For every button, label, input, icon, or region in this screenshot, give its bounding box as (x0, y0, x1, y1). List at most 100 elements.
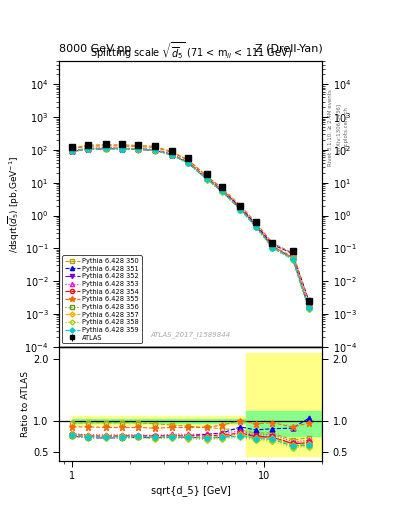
Line: Pythia 6.428 358: Pythia 6.428 358 (70, 147, 311, 311)
Pythia 6.428 352 (104, 146, 108, 152)
Text: Rivet 3.1.10, ≥ 2.4M events: Rivet 3.1.10, ≥ 2.4M events (328, 90, 333, 166)
Pythia 6.428 352 (186, 160, 191, 166)
Pythia 6.428 353 (70, 147, 75, 154)
Pythia 6.428 355 (307, 298, 311, 305)
Pythia 6.428 357 (104, 145, 108, 151)
Pythia 6.428 355 (136, 143, 141, 150)
Pythia 6.428 358 (70, 148, 75, 155)
Line: Pythia 6.428 357: Pythia 6.428 357 (70, 146, 311, 310)
Pythia 6.428 353 (85, 145, 90, 152)
Pythia 6.428 354 (170, 152, 174, 158)
Pythia 6.428 355 (170, 150, 174, 156)
Pythia 6.428 356 (253, 224, 258, 230)
Pythia 6.428 353 (253, 222, 258, 228)
Pythia 6.428 352 (170, 152, 174, 158)
Pythia 6.428 350 (104, 142, 108, 148)
Pythia 6.428 358 (119, 146, 124, 152)
Pythia 6.428 359 (153, 147, 158, 153)
Pythia 6.428 356 (186, 160, 191, 166)
Pythia 6.428 355 (70, 146, 75, 152)
Pythia 6.428 357 (186, 160, 191, 166)
Pythia 6.428 350 (136, 142, 141, 148)
Pythia 6.428 351 (70, 148, 75, 154)
Pythia 6.428 358 (104, 146, 108, 152)
Pythia 6.428 350 (220, 186, 224, 192)
Pythia 6.428 354 (238, 206, 243, 212)
Pythia 6.428 352 (253, 223, 258, 229)
Pythia 6.428 352 (136, 146, 141, 153)
Pythia 6.428 352 (85, 146, 90, 153)
Pythia 6.428 355 (220, 185, 224, 191)
Pythia 6.428 358 (270, 245, 275, 251)
Pythia 6.428 358 (136, 146, 141, 153)
Pythia 6.428 359 (136, 146, 141, 152)
Pythia 6.428 355 (253, 219, 258, 225)
Pythia 6.428 354 (119, 145, 124, 152)
Pythia 6.428 357 (290, 255, 295, 262)
Pythia 6.428 357 (85, 145, 90, 152)
Pythia 6.428 358 (307, 306, 311, 312)
Pythia 6.428 350 (186, 157, 191, 163)
Pythia 6.428 354 (204, 176, 209, 182)
Pythia 6.428 350 (253, 222, 258, 228)
Pythia 6.428 353 (104, 145, 108, 151)
Pythia 6.428 355 (238, 203, 243, 209)
Pythia 6.428 356 (119, 146, 124, 152)
Pythia 6.428 356 (153, 147, 158, 154)
Pythia 6.428 359 (104, 145, 108, 152)
Pythia 6.428 359 (253, 224, 258, 230)
Pythia 6.428 354 (104, 145, 108, 151)
Pythia 6.428 354 (307, 304, 311, 310)
Pythia 6.428 358 (204, 177, 209, 183)
Pythia 6.428 356 (238, 207, 243, 213)
Pythia 6.428 351 (104, 145, 108, 152)
Pythia 6.428 355 (270, 240, 275, 246)
Pythia 6.428 351 (85, 146, 90, 152)
Pythia 6.428 350 (290, 254, 295, 260)
Pythia 6.428 350 (170, 148, 174, 155)
Pythia 6.428 353 (307, 303, 311, 309)
Pythia 6.428 351 (307, 297, 311, 304)
Pythia 6.428 352 (238, 206, 243, 212)
Pythia 6.428 352 (307, 304, 311, 310)
Pythia 6.428 356 (220, 188, 224, 195)
Pythia 6.428 356 (204, 176, 209, 182)
Pythia 6.428 350 (238, 205, 243, 211)
Text: ATLAS_2017_I1589844: ATLAS_2017_I1589844 (151, 331, 231, 338)
Pythia 6.428 353 (220, 187, 224, 193)
Pythia 6.428 351 (170, 152, 174, 158)
Pythia 6.428 354 (220, 187, 224, 194)
Pythia 6.428 356 (170, 152, 174, 158)
Pythia 6.428 359 (70, 148, 75, 154)
Pythia 6.428 350 (307, 303, 311, 309)
Text: Z (Drell-Yan): Z (Drell-Yan) (255, 44, 322, 54)
Pythia 6.428 359 (186, 160, 191, 166)
Pythia 6.428 359 (220, 188, 224, 195)
Pythia 6.428 357 (136, 146, 141, 152)
Pythia 6.428 354 (290, 255, 295, 261)
Pythia 6.428 357 (170, 152, 174, 158)
Pythia 6.428 356 (290, 256, 295, 262)
Line: Pythia 6.428 350: Pythia 6.428 350 (70, 142, 311, 308)
Pythia 6.428 351 (186, 159, 191, 165)
Pythia 6.428 354 (253, 223, 258, 229)
Pythia 6.428 359 (270, 245, 275, 251)
Pythia 6.428 353 (136, 145, 141, 152)
Pythia 6.428 350 (270, 243, 275, 249)
Line: Pythia 6.428 353: Pythia 6.428 353 (70, 145, 311, 309)
Pythia 6.428 355 (153, 144, 158, 151)
Pythia 6.428 358 (170, 153, 174, 159)
Line: Pythia 6.428 354: Pythia 6.428 354 (70, 146, 311, 310)
Pythia 6.428 358 (220, 189, 224, 195)
Pythia 6.428 355 (85, 143, 90, 150)
Y-axis label: Ratio to ATLAS: Ratio to ATLAS (21, 371, 30, 437)
Pythia 6.428 352 (290, 255, 295, 261)
Pythia 6.428 358 (186, 160, 191, 166)
Pythia 6.428 351 (270, 242, 275, 248)
Title: Splitting scale $\sqrt{\overline{d}_5}$ (71 < m$_{ll}$ < 111 GeV): Splitting scale $\sqrt{\overline{d}_5}$ … (90, 40, 292, 61)
Pythia 6.428 358 (238, 207, 243, 214)
Pythia 6.428 351 (204, 175, 209, 181)
Pythia 6.428 359 (290, 256, 295, 262)
Pythia 6.428 351 (290, 250, 295, 257)
Y-axis label: $d\sigma$
/dsqrt($\overline{d}_5$) [pb,GeV$^{-1}$]: $d\sigma$ /dsqrt($\overline{d}_5$) [pb,G… (0, 156, 22, 252)
